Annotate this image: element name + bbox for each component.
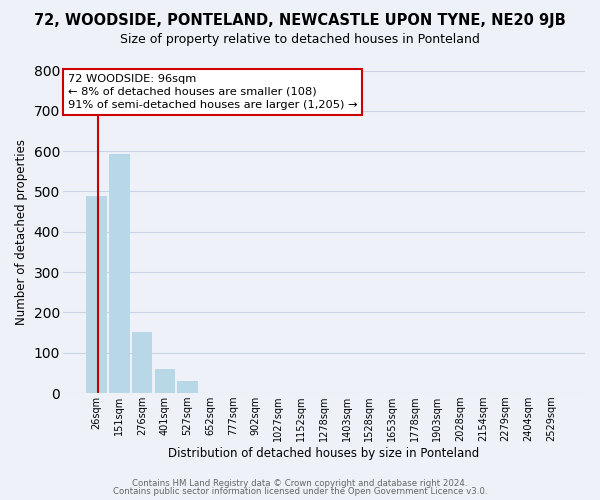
- X-axis label: Distribution of detached houses by size in Ponteland: Distribution of detached houses by size …: [168, 447, 479, 460]
- Bar: [109, 154, 130, 393]
- Text: Contains HM Land Registry data © Crown copyright and database right 2024.: Contains HM Land Registry data © Crown c…: [132, 478, 468, 488]
- Text: Contains public sector information licensed under the Open Government Licence v3: Contains public sector information licen…: [113, 487, 487, 496]
- Text: Size of property relative to detached houses in Ponteland: Size of property relative to detached ho…: [120, 32, 480, 46]
- Bar: [178, 381, 198, 393]
- Bar: [155, 369, 175, 393]
- Y-axis label: Number of detached properties: Number of detached properties: [15, 139, 28, 325]
- Bar: [86, 196, 107, 393]
- Text: 72, WOODSIDE, PONTELAND, NEWCASTLE UPON TYNE, NE20 9JB: 72, WOODSIDE, PONTELAND, NEWCASTLE UPON …: [34, 12, 566, 28]
- Bar: [132, 332, 152, 393]
- Text: 72 WOODSIDE: 96sqm
← 8% of detached houses are smaller (108)
91% of semi-detache: 72 WOODSIDE: 96sqm ← 8% of detached hous…: [68, 74, 358, 110]
